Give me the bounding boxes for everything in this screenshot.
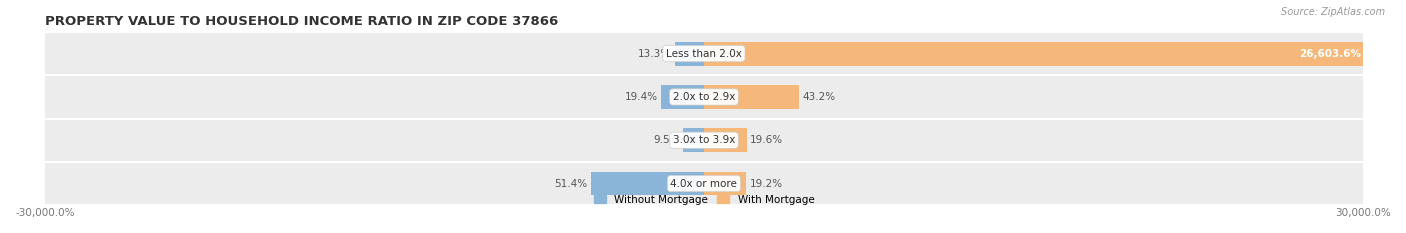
- Bar: [45, 119, 1364, 162]
- Bar: [704, 85, 799, 109]
- Bar: [704, 42, 1406, 65]
- Text: 43.2%: 43.2%: [803, 92, 835, 102]
- Text: 4.0x or more: 4.0x or more: [671, 178, 737, 188]
- Bar: [704, 172, 747, 195]
- Text: 9.5%: 9.5%: [654, 135, 679, 145]
- Text: 13.3%: 13.3%: [638, 49, 672, 59]
- Text: 51.4%: 51.4%: [554, 178, 588, 188]
- Text: 26,603.6%: 26,603.6%: [1299, 49, 1361, 59]
- Bar: [45, 32, 1364, 75]
- Bar: [683, 128, 704, 152]
- Bar: [45, 75, 1364, 119]
- Bar: [661, 85, 704, 109]
- Text: PROPERTY VALUE TO HOUSEHOLD INCOME RATIO IN ZIP CODE 37866: PROPERTY VALUE TO HOUSEHOLD INCOME RATIO…: [45, 15, 558, 28]
- Bar: [591, 172, 704, 195]
- Legend: Without Mortgage, With Mortgage: Without Mortgage, With Mortgage: [589, 190, 818, 209]
- Text: Source: ZipAtlas.com: Source: ZipAtlas.com: [1281, 7, 1385, 17]
- Text: 2.0x to 2.9x: 2.0x to 2.9x: [672, 92, 735, 102]
- Text: 3.0x to 3.9x: 3.0x to 3.9x: [672, 135, 735, 145]
- Bar: [704, 128, 747, 152]
- Text: 19.4%: 19.4%: [624, 92, 658, 102]
- Text: Less than 2.0x: Less than 2.0x: [666, 49, 742, 59]
- Text: 19.6%: 19.6%: [751, 135, 783, 145]
- Bar: [45, 162, 1364, 205]
- Bar: [675, 42, 704, 65]
- Text: 19.2%: 19.2%: [749, 178, 783, 188]
